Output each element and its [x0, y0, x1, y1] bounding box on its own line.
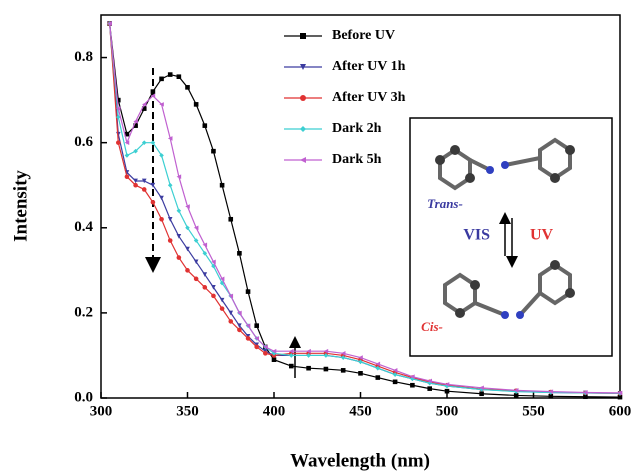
marker — [159, 77, 164, 82]
marker — [116, 140, 121, 145]
marker — [203, 285, 208, 290]
inset-label: Cis- — [421, 319, 443, 334]
marker — [142, 187, 147, 192]
marker — [177, 74, 182, 79]
inset: Trans- VIS UV Cis- — [410, 118, 612, 356]
marker — [194, 102, 199, 107]
marker — [151, 89, 156, 94]
inset-label: VIS — [463, 227, 490, 244]
marker — [125, 153, 130, 158]
marker — [300, 33, 306, 39]
marker — [237, 251, 242, 256]
marker — [168, 72, 173, 77]
marker — [211, 149, 216, 154]
marker — [376, 375, 381, 380]
y-axis-title: Intensity — [10, 170, 31, 242]
marker — [246, 289, 251, 294]
marker — [220, 306, 225, 311]
legend-label: Before UV — [332, 28, 395, 43]
marker — [185, 85, 190, 90]
marker — [203, 123, 208, 128]
marker — [159, 196, 164, 201]
y-tick-label: 0.2 — [74, 304, 93, 320]
marker — [228, 319, 233, 324]
x-tick-label: 350 — [176, 403, 199, 419]
marker — [393, 380, 398, 385]
marker — [289, 364, 294, 369]
legend-label: Dark 2h — [332, 121, 382, 136]
x-tick-label: 300 — [90, 403, 113, 419]
marker — [185, 268, 190, 273]
marker — [177, 255, 182, 260]
x-tick-label: 400 — [263, 403, 286, 419]
marker — [445, 389, 450, 394]
marker — [263, 351, 268, 356]
marker — [272, 357, 277, 362]
inset-label: UV — [530, 227, 554, 244]
legend-label: Dark 5h — [332, 152, 382, 167]
y-tick-label: 0.4 — [74, 219, 93, 235]
marker — [300, 95, 306, 101]
marker — [254, 323, 259, 328]
legend-label: After UV 3h — [332, 90, 406, 105]
marker — [159, 217, 164, 222]
marker — [168, 183, 173, 188]
marker — [133, 119, 138, 124]
y-tick-label: 0.6 — [74, 134, 93, 150]
chart: Intensity Wavelength (nm) 0.00.20.40.60.… — [0, 0, 638, 475]
marker — [358, 371, 363, 376]
marker — [194, 277, 199, 282]
x-tick-label: 450 — [349, 403, 372, 419]
marker — [479, 391, 484, 396]
marker — [228, 217, 233, 222]
marker — [133, 183, 138, 188]
marker — [142, 102, 147, 107]
marker — [125, 174, 130, 179]
marker — [203, 243, 208, 248]
x-tick-label: 500 — [436, 403, 459, 419]
marker — [237, 328, 242, 333]
marker — [177, 208, 182, 213]
marker — [194, 225, 199, 230]
y-tick-label: 0.8 — [74, 49, 93, 65]
marker — [246, 336, 251, 341]
marker — [254, 345, 259, 350]
marker — [168, 217, 173, 222]
marker — [211, 294, 216, 299]
x-tick-label: 600 — [609, 403, 632, 419]
marker — [324, 367, 329, 372]
x-tick-label: 550 — [522, 403, 545, 419]
marker — [341, 368, 346, 373]
marker — [168, 238, 173, 243]
legend-label: After UV 1h — [332, 59, 406, 74]
marker — [427, 386, 432, 391]
marker — [306, 366, 311, 371]
marker — [300, 157, 306, 163]
marker — [220, 183, 225, 188]
marker — [300, 126, 306, 132]
marker — [151, 200, 156, 205]
marker — [410, 383, 415, 388]
x-axis-title: Wavelength (nm) — [290, 450, 430, 471]
inset-label: Trans- — [427, 196, 463, 211]
